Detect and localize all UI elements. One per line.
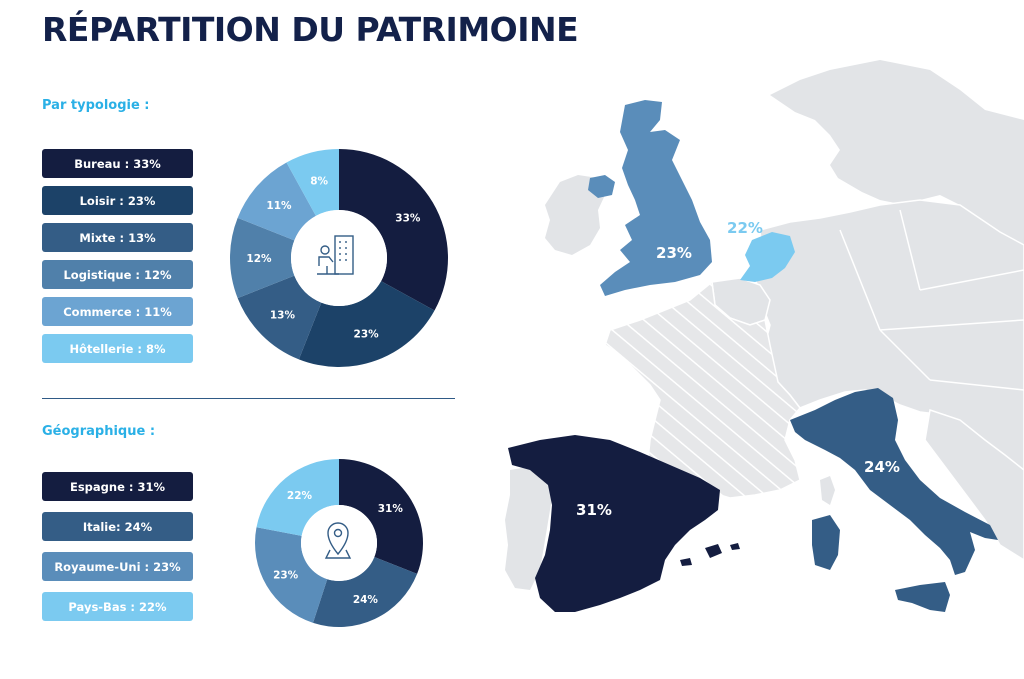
map-region-northern-ireland [588, 175, 615, 198]
geo-legend: Espagne : 31% Italie: 24% Royaume-Uni : 23… [42, 472, 193, 632]
slice-label: 13% [270, 310, 296, 322]
donut-slice [229, 217, 295, 299]
donut-hole [291, 210, 387, 306]
slice-label: 12% [246, 253, 272, 265]
legend-item: Mixte : 13% [42, 223, 193, 252]
slice-label: 11% [266, 200, 292, 212]
donut-slice [339, 459, 423, 574]
map-pin-icon [324, 522, 352, 559]
section-divider [42, 398, 455, 399]
europe-map: 31% 24% 23% 22% [505, 60, 1024, 612]
typology-legend: Bureau : 33% Loisir : 23% Mixte : 13% Logis… [42, 149, 193, 371]
donut-slice [298, 281, 435, 367]
legend-item: Pays-Bas : 22% [42, 592, 193, 621]
legend-item: Italie: 24% [42, 512, 193, 541]
donut-slice [237, 275, 322, 360]
office-worker-icon [317, 235, 354, 275]
legend-item: Commerce : 11% [42, 297, 193, 326]
map-land-corsica [820, 476, 835, 505]
slice-label: 33% [395, 212, 421, 224]
geo-donut-chart: 31% 24% 23% 22% [254, 459, 423, 627]
map-region-italy [790, 388, 998, 575]
slice-label: 23% [273, 570, 299, 582]
map-land-scandinavia [770, 60, 1024, 245]
map-land-ireland [545, 175, 605, 255]
donut-slice [286, 149, 339, 216]
map-region-sicily [895, 582, 950, 612]
donut-slice [237, 162, 316, 241]
donut-slice [339, 149, 449, 311]
map-land-balkans [924, 409, 1024, 561]
map-label-netherlands: 22% [727, 219, 763, 237]
typology-donut-chart: 33% 23% 13% 12% 11% 8% [229, 149, 449, 367]
map-region-uk [600, 100, 712, 296]
slice-label: 22% [287, 490, 313, 502]
page-title: RÉPARTITION DU PATRIMOINE [42, 10, 579, 49]
map-land-france [604, 280, 801, 499]
legend-item: Royaume-Uni : 23% [42, 552, 193, 581]
map-label-italy: 24% [864, 458, 900, 476]
map-label-spain: 31% [576, 501, 612, 519]
map-region-sardinia [812, 515, 840, 570]
slice-label: 23% [354, 328, 380, 340]
slice-label: 8% [310, 176, 328, 188]
geo-section-label: Géographique : [42, 424, 156, 439]
typology-section-label: Par typologie : [42, 98, 150, 113]
map-region-netherlands [740, 232, 795, 282]
map-region-spain [508, 435, 720, 612]
donut-slice [313, 556, 418, 627]
slice-label: 31% [378, 503, 404, 515]
legend-item: Bureau : 33% [42, 149, 193, 178]
legend-item: Hôtellerie : 8% [42, 334, 193, 363]
donut-slice [254, 527, 328, 623]
slice-label: 24% [353, 594, 379, 606]
map-label-uk: 23% [656, 244, 692, 262]
legend-item: Logistique : 12% [42, 260, 193, 289]
legend-item: Loisir : 23% [42, 186, 193, 215]
donut-slice [256, 459, 339, 536]
map-region-balearics [680, 543, 740, 566]
legend-item: Espagne : 31% [42, 472, 193, 501]
donut-hole [301, 505, 377, 581]
map-land-portugal [505, 465, 555, 590]
